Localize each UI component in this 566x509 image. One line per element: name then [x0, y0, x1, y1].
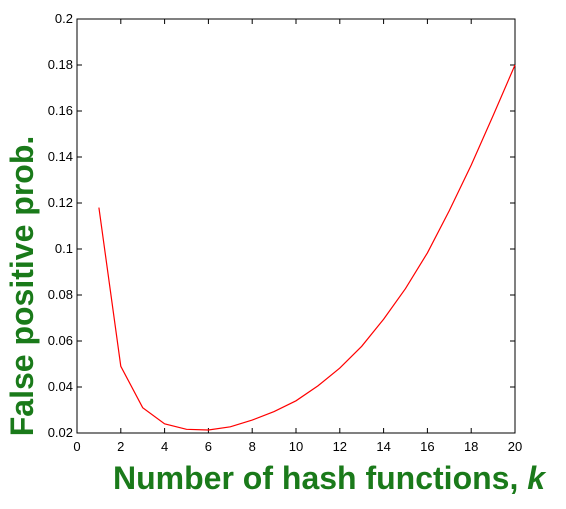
series-line — [98, 64, 516, 431]
y-tick-label: 0.14 — [48, 149, 73, 164]
x-tick-label: 2 — [117, 439, 124, 454]
series-group — [98, 64, 516, 431]
y-axis-title: False positive prob. — [4, 136, 40, 437]
y-tick-label: 0.02 — [48, 425, 73, 440]
y-axis-tick-labels: 0.02 0.04 0.06 0.08 0.1 0.12 0.14 0.16 0.18 0.2 — [48, 11, 73, 440]
x-tick-label: 12 — [333, 439, 347, 454]
x-tick-label: 0 — [73, 439, 80, 454]
y-tick-label: 0.18 — [48, 57, 73, 72]
y-axis-ticks — [77, 18, 515, 434]
x-tick-label: 4 — [161, 439, 168, 454]
x-axis-title: Number of hash functions, k — [113, 460, 547, 496]
x-tick-label: 6 — [205, 439, 212, 454]
x-tick-label: 16 — [420, 439, 434, 454]
y-tick-label: 0.06 — [48, 333, 73, 348]
plot-area — [76, 18, 516, 434]
x-axis-tick-labels: 0 2 4 6 8 10 12 14 16 18 20 — [73, 439, 522, 454]
x-axis-title-variable: k — [527, 460, 547, 496]
y-tick-label: 0.12 — [48, 195, 73, 210]
x-axis-title-text: Number of hash functions, — [113, 460, 527, 496]
y-tick-label: 0.2 — [55, 11, 73, 26]
x-tick-label: 20 — [508, 439, 522, 454]
x-tick-label: 8 — [249, 439, 256, 454]
y-tick-label: 0.1 — [55, 241, 73, 256]
x-axis-ticks — [76, 19, 516, 433]
y-tick-label: 0.04 — [48, 379, 73, 394]
y-tick-label: 0.08 — [48, 287, 73, 302]
x-tick-label: 14 — [376, 439, 390, 454]
x-tick-label: 18 — [464, 439, 478, 454]
x-tick-label: 10 — [289, 439, 303, 454]
y-tick-label: 0.16 — [48, 103, 73, 118]
